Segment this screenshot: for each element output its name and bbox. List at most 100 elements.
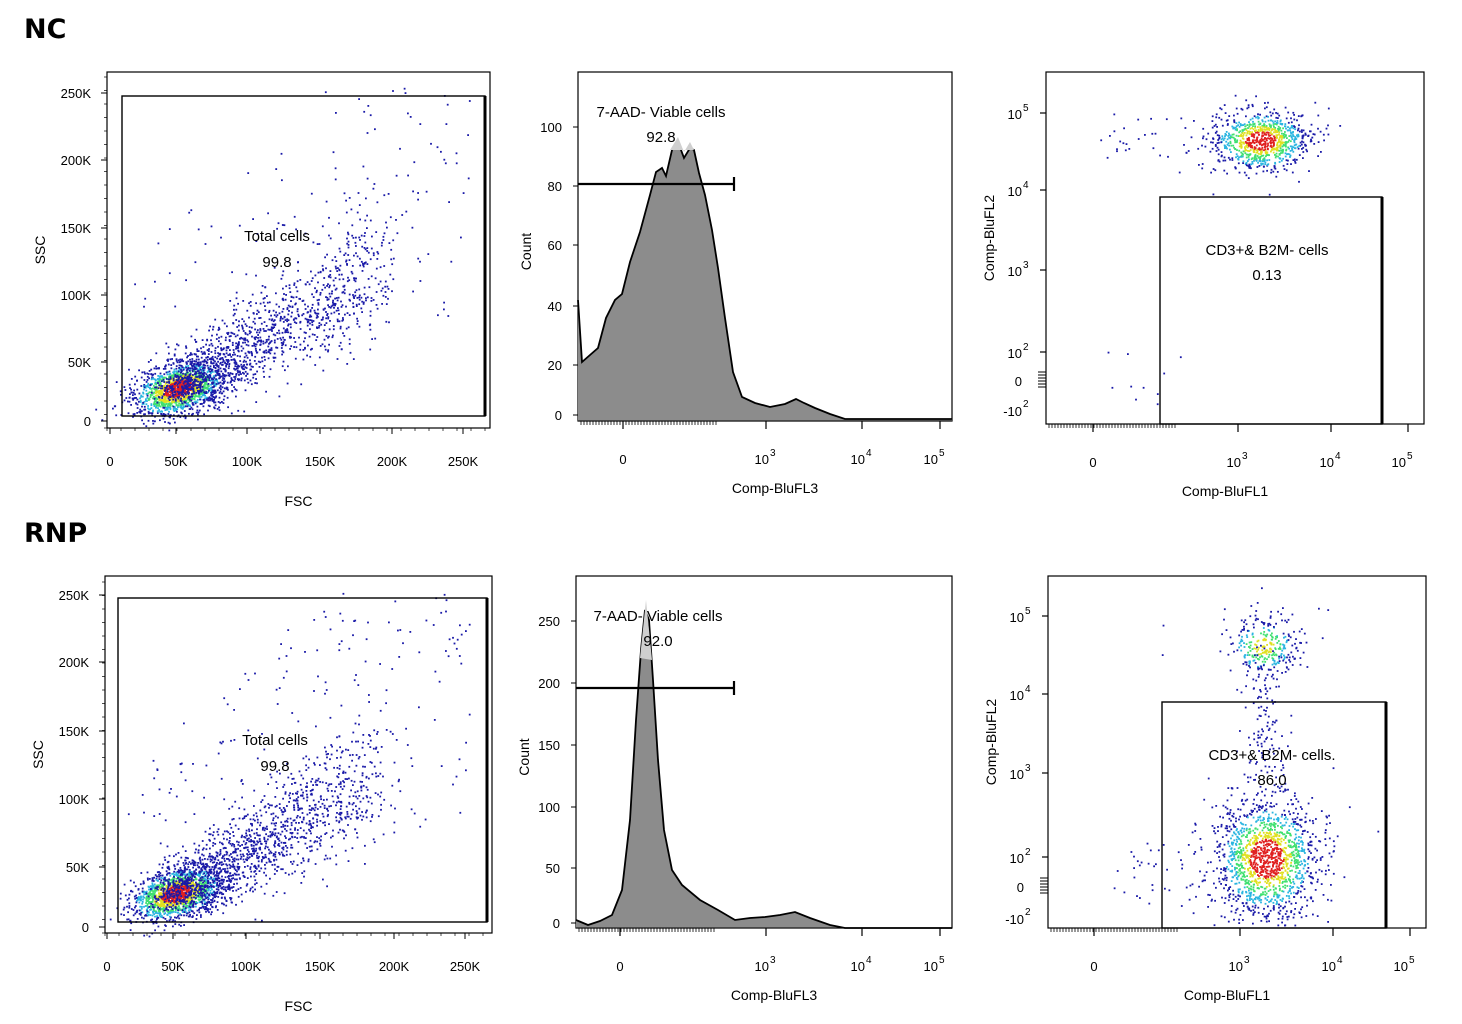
event-dot (135, 911, 138, 914)
event-dot (143, 386, 146, 389)
event-dot (313, 809, 316, 812)
event-dot (176, 388, 179, 391)
event-dot (193, 392, 196, 395)
event-dot (203, 893, 206, 896)
event-dot (229, 349, 231, 351)
event-dot (146, 904, 149, 907)
event-dot (195, 380, 198, 382)
event-dot (231, 865, 234, 868)
event-dot (238, 324, 240, 327)
event-dot (245, 890, 247, 893)
event-dot (184, 389, 186, 392)
event-dot (244, 370, 247, 373)
event-dot (282, 351, 285, 354)
event-dot (202, 389, 205, 392)
event-dot (244, 341, 246, 344)
event-dot (185, 345, 187, 348)
event-dot (234, 378, 237, 380)
event-dot (228, 365, 230, 368)
event-dot (200, 376, 202, 378)
event-dot (163, 385, 165, 387)
event-dot (172, 409, 175, 411)
event-dot (328, 292, 331, 295)
event-dot (184, 391, 187, 394)
event-dot (190, 383, 193, 386)
event-dot (216, 357, 218, 360)
event-dot (236, 355, 239, 357)
event-dot (270, 328, 273, 331)
event-dot (174, 409, 177, 412)
event-dot (165, 406, 168, 409)
event-dot (153, 892, 156, 895)
event-dot (132, 413, 135, 416)
event-dot (267, 350, 270, 353)
event-dot (183, 887, 185, 889)
event-dot (362, 734, 365, 736)
event-dot (160, 398, 162, 401)
event-dot (190, 893, 193, 896)
event-dot (179, 884, 182, 887)
event-dot (308, 283, 311, 286)
event-dot (176, 895, 178, 898)
event-dot (358, 236, 361, 239)
event-dot (200, 884, 203, 886)
event-dot (139, 412, 142, 414)
event-dot (242, 368, 244, 370)
event-dot (365, 197, 367, 200)
event-dot (230, 844, 233, 847)
event-dot (308, 845, 311, 848)
event-dot (195, 400, 197, 403)
event-dot (194, 384, 196, 386)
event-dot (176, 396, 179, 399)
event-dot (303, 331, 306, 334)
event-dot (343, 292, 346, 295)
event-dot (348, 801, 351, 804)
event-dot (167, 371, 169, 373)
event-dot (168, 868, 171, 871)
event-dot (368, 734, 370, 736)
event-dot (175, 373, 178, 375)
event-dot (149, 893, 151, 896)
event-dot (309, 314, 312, 317)
event-dot (251, 335, 253, 338)
event-dot (166, 873, 168, 876)
event-dot (194, 366, 197, 369)
event-dot (171, 392, 174, 394)
event-dot (455, 152, 458, 155)
event-dot (174, 374, 177, 376)
event-dot (230, 380, 232, 383)
event-dot (262, 367, 264, 370)
event-dot (183, 924, 185, 926)
event-dot (170, 881, 173, 884)
event-dot (225, 853, 228, 856)
event-dot (262, 370, 265, 373)
event-dot (200, 366, 203, 369)
event-dot (204, 901, 207, 904)
event-dot (276, 227, 278, 230)
event-dot (170, 374, 173, 377)
event-dot (401, 214, 404, 216)
event-dot (347, 276, 349, 279)
event-dot (212, 325, 215, 328)
event-dot (256, 309, 259, 312)
event-dot (261, 919, 263, 922)
event-dot (173, 354, 176, 357)
event-dot (239, 371, 241, 374)
event-dot (231, 373, 234, 375)
event-dot (329, 295, 332, 298)
event-dot (199, 387, 202, 390)
event-dot (197, 228, 200, 231)
event-dot (155, 390, 158, 393)
event-dot (119, 390, 122, 393)
event-dot (257, 337, 259, 339)
event-dot (371, 235, 373, 238)
event-dot (259, 336, 262, 339)
event-dot (175, 871, 177, 874)
event-dot (232, 349, 235, 351)
event-dot (355, 764, 358, 767)
event-dot (169, 383, 172, 386)
event-dot (304, 308, 307, 310)
event-dot (141, 916, 143, 919)
event-dot (182, 377, 185, 380)
event-dot (200, 350, 203, 353)
